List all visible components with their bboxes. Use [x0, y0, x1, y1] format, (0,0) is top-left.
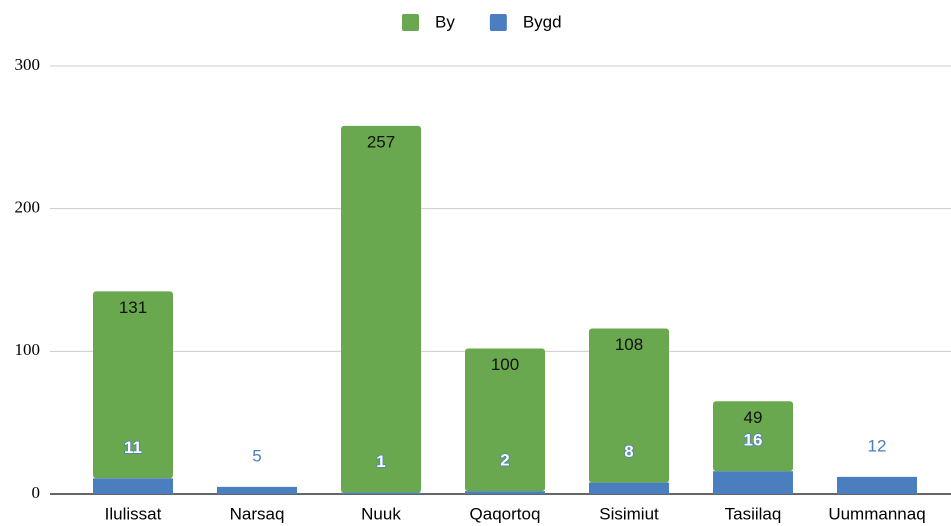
x-tick-label: Narsaq	[230, 504, 285, 523]
bar-segment	[341, 125, 421, 493]
data-label: 131	[119, 298, 147, 317]
legend-label: By	[435, 12, 455, 31]
data-label: 11	[124, 438, 142, 457]
bar-segment	[589, 482, 669, 494]
bar-segment	[465, 348, 545, 492]
data-label: 2	[500, 451, 509, 470]
y-tick-label: 100	[15, 340, 41, 359]
bar-segment	[837, 476, 917, 494]
x-tick-label: Uummannaq	[828, 504, 925, 523]
data-label: 5	[252, 446, 261, 465]
bar-segment	[713, 401, 793, 472]
x-tick-label: Sisimiut	[599, 504, 659, 523]
data-label: 1	[376, 452, 385, 471]
bar-segment	[465, 491, 545, 494]
x-tick-label: Qaqortoq	[470, 504, 541, 523]
data-label: 12	[868, 436, 887, 455]
bar-segment	[93, 478, 173, 494]
y-tick-label: 0	[32, 483, 41, 502]
bar-segment	[341, 492, 421, 494]
y-tick-label: 300	[15, 55, 41, 74]
data-label: 108	[615, 335, 643, 354]
legend-swatch	[402, 14, 419, 31]
bar-segment	[93, 291, 173, 479]
bar-segment	[713, 471, 793, 494]
data-label: 257	[367, 132, 395, 151]
bar-segment	[217, 486, 297, 494]
data-label: 8	[624, 442, 633, 461]
data-label: 100	[491, 355, 519, 374]
x-tick-label: Nuuk	[361, 504, 401, 523]
x-tick-label: Ilulissat	[105, 504, 162, 523]
data-label: 16	[744, 431, 763, 450]
legend-label: Bygd	[523, 12, 562, 31]
y-tick-label: 200	[15, 198, 41, 217]
data-label: 49	[744, 408, 763, 427]
legend-swatch	[489, 14, 507, 31]
bar-segment	[589, 328, 669, 483]
x-tick-label: Tasiilaq	[725, 504, 782, 523]
